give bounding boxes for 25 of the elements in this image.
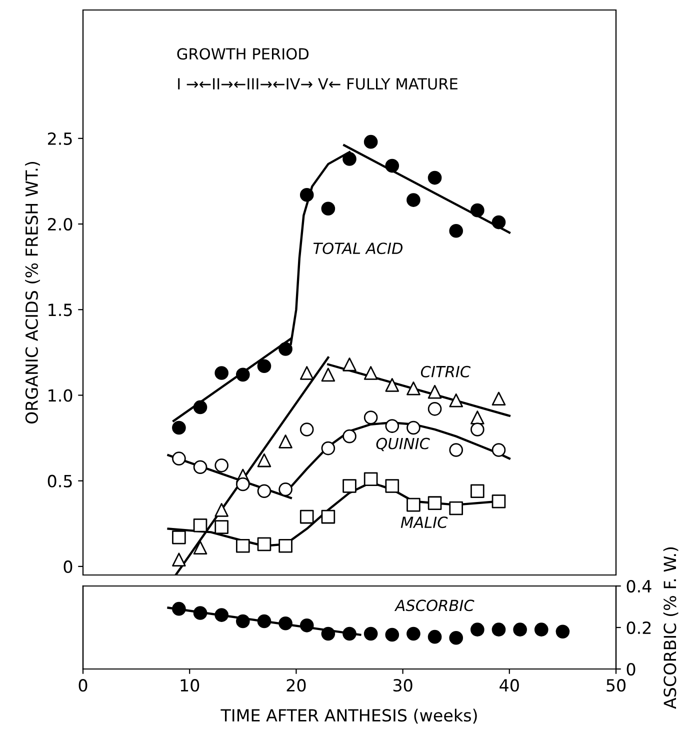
y-tick-label: 1.0 xyxy=(48,389,72,402)
text: TOTAL ACID xyxy=(313,242,403,254)
x-tick-label: 30 xyxy=(393,679,412,692)
y-tick-label: 2.5 xyxy=(48,132,72,145)
x-tick-label: 50 xyxy=(606,679,626,692)
x-tick-label: 20 xyxy=(286,679,306,692)
x-tick-label: 10 xyxy=(180,679,200,692)
annotation: GROWTH PERIOD xyxy=(177,48,309,60)
x-tick-label: 0 xyxy=(78,679,88,692)
y-tick-label: 0 xyxy=(64,560,72,574)
series-label: MALIC xyxy=(400,516,448,528)
y2-tick-label: 0.2 xyxy=(626,621,651,634)
y-tick-label: 1.5 xyxy=(48,304,72,316)
annotation: I →←II→←III→←IV→ V← FULLY MATURE xyxy=(178,78,458,90)
series-label: ASCORBIC xyxy=(394,600,474,612)
x-axis-title: TIME AFTER ANTHESIS (weeks) xyxy=(220,708,477,724)
y2-tick-label: 0.4 xyxy=(626,580,652,593)
y-axis-title: ORGANIC ACIDS (% FRESH WT.) xyxy=(25,162,40,424)
x-tick-label: 40 xyxy=(500,679,519,692)
series-label: CITRIC xyxy=(420,366,471,378)
y-tick-label: 0.5 xyxy=(48,474,72,488)
series-label: QUINIC xyxy=(376,438,430,452)
y2-axis-title: ASCORBIC (% F. W.) xyxy=(663,547,678,709)
y-tick-label: 2.0 xyxy=(48,218,72,231)
y2-tick-label: 0 xyxy=(626,662,636,676)
